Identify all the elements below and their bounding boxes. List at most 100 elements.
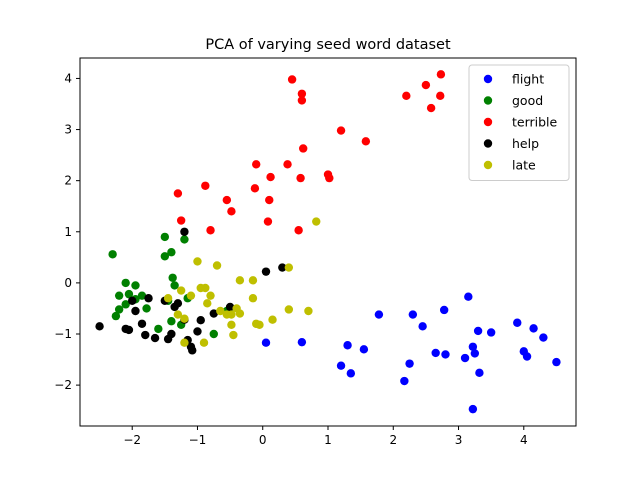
point-flight-6 [374,310,384,319]
point-flight-4 [346,369,356,378]
point-flight-15 [464,292,473,301]
point-help-24 [278,263,287,272]
point-late-1 [173,310,183,319]
point-late-20 [235,309,245,318]
point-terrible-22 [402,91,411,101]
point-terrible-24 [426,103,436,113]
point-late-27 [284,263,294,272]
point-flight-1 [297,337,307,347]
point-good-13 [160,252,170,261]
point-terrible-2 [297,96,307,105]
point-good-2 [131,281,140,290]
point-good-10 [142,304,151,313]
point-late-15 [227,310,236,319]
point-flight-13 [441,350,450,359]
point-good-16 [170,281,179,290]
legend-marker-good [483,96,493,105]
point-help-21 [209,309,218,318]
point-terrible-7 [266,172,275,182]
point-terrible-6 [283,160,292,169]
point-late-19 [235,276,245,285]
point-good-9 [137,291,147,300]
x-tick-label-1: −1 [189,433,207,447]
legend-box [468,64,570,181]
point-late-12 [212,261,222,270]
point-flight-20 [475,368,484,378]
point-help-7 [141,330,150,340]
point-late-22 [248,294,258,303]
point-good-7 [111,311,121,321]
point-good-12 [160,232,170,242]
point-flight-5 [359,345,369,354]
point-help-18 [188,346,197,355]
point-good-14 [167,248,176,257]
point-late-11 [206,291,215,300]
point-flight-17 [468,404,478,414]
point-flight-18 [470,349,480,358]
point-good-15 [168,273,177,282]
x-tick-label-5: 3 [455,433,463,447]
point-flight-0 [261,338,271,347]
point-flight-12 [439,305,449,315]
point-terrible-10 [252,160,261,169]
point-late-10 [203,299,212,308]
point-help-2 [124,325,134,335]
point-terrible-20 [336,126,346,135]
point-flight-27 [552,357,561,367]
point-flight-2 [336,361,346,370]
point-help-8 [150,333,160,343]
point-flight-10 [418,322,427,331]
y-tick-label-4: 2 [64,174,72,188]
point-late-0 [163,294,173,303]
point-good-18 [167,317,176,326]
point-good-6 [114,305,124,314]
point-good-4 [114,291,124,300]
point-terrible-4 [296,173,305,183]
point-late-29 [312,217,321,226]
legend-label-flight: flight [512,72,544,87]
legend-marker-flight [483,74,493,84]
y-tick-label-2: 0 [64,276,72,290]
y-tick-label-1: −1 [54,327,72,341]
legend-label-good: good [512,93,543,108]
point-good-22 [209,329,218,339]
point-help-19 [193,327,202,336]
point-flight-25 [529,324,538,333]
point-flight-7 [400,376,409,386]
x-tick-label-0: −2 [123,433,141,447]
x-tick-label-4: 2 [389,433,397,447]
point-help-4 [131,306,140,316]
point-flight-9 [408,310,418,319]
point-terrible-9 [263,217,273,226]
x-tick-label-6: 4 [520,433,528,447]
point-late-8 [201,283,210,293]
point-flight-8 [405,359,414,368]
point-help-5 [137,319,147,328]
point-terrible-8 [265,195,274,205]
point-help-23 [261,267,271,276]
point-good-11 [154,324,163,334]
point-late-28 [304,306,313,316]
point-late-3 [180,314,189,323]
x-tick-label-3: 1 [324,433,332,447]
point-help-3 [128,296,137,305]
point-terrible-25 [436,91,445,101]
ticks-layer: −2 −1 0 1 2 3 4 −2 −1 0 1 2 3 4 [54,71,527,447]
point-flight-14 [460,353,470,363]
point-good-3 [124,289,134,299]
point-flight-11 [431,348,440,358]
point-terrible-23 [421,80,431,90]
point-late-6 [193,257,202,266]
point-late-5 [186,291,196,300]
point-terrible-5 [294,226,303,235]
chart-title: PCA of varying seed word dataset [205,37,451,53]
point-terrible-14 [201,181,210,190]
point-late-13 [216,306,225,316]
point-terrible-15 [206,226,215,235]
point-late-24 [255,320,264,329]
y-tick-label-0: −2 [54,378,72,392]
point-terrible-19 [325,173,334,183]
point-flight-22 [513,318,522,327]
point-late-17 [229,330,238,340]
